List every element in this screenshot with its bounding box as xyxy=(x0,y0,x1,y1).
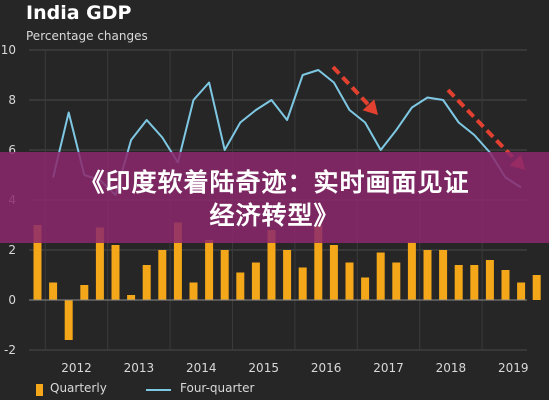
bar-quarterly xyxy=(439,250,448,300)
x-tick-label: 2014 xyxy=(186,361,217,375)
x-tick-label: 2016 xyxy=(311,361,342,375)
headline-line-2: 经济转型》 xyxy=(209,201,340,230)
bar-quarterly xyxy=(314,225,323,300)
headline-banner: 《印度软着陆奇迹：实时画面见证 经济转型》 xyxy=(0,152,549,243)
annotation-arrow-shaft xyxy=(446,88,517,162)
bar-quarterly xyxy=(80,285,89,300)
x-tick-label: 2017 xyxy=(373,361,404,375)
bar-quarterly xyxy=(251,262,260,300)
chart-title: India GDP xyxy=(26,2,132,24)
y-tick-label: 0 xyxy=(8,293,16,307)
bar-quarterly xyxy=(95,227,104,300)
bar-quarterly xyxy=(127,295,136,300)
x-tick-label: 2019 xyxy=(498,361,529,375)
bar-quarterly xyxy=(517,282,526,300)
bar-quarterly xyxy=(454,265,463,300)
bar-quarterly xyxy=(407,242,416,300)
chart-subtitle: Percentage changes xyxy=(26,29,148,43)
bar-quarterly xyxy=(298,267,307,300)
bar-quarterly xyxy=(329,245,338,300)
y-tick-label: 10 xyxy=(1,43,16,57)
bar-quarterly xyxy=(64,300,73,340)
y-tick-label: -2 xyxy=(4,343,16,357)
bar-quarterly xyxy=(205,240,214,300)
x-tick-label: 2015 xyxy=(248,361,279,375)
bar-quarterly xyxy=(142,265,151,300)
annotation-arrow-head xyxy=(362,99,378,115)
bar-quarterly xyxy=(173,222,182,300)
headline-line-1: 《印度软着陆奇迹：实时画面见证 xyxy=(79,168,470,197)
bar-quarterly xyxy=(283,250,292,300)
bar-quarterly xyxy=(267,230,276,300)
x-tick-label: 2013 xyxy=(124,361,155,375)
bar-quarterly xyxy=(485,260,494,300)
bar-quarterly xyxy=(345,262,354,300)
legend-label-four-quarter: Four-quarter xyxy=(180,381,255,395)
y-tick-label: 8 xyxy=(8,93,16,107)
bar-quarterly xyxy=(361,277,370,300)
x-tick-label: 2012 xyxy=(61,361,92,375)
legend-swatch-four-quarter xyxy=(146,389,171,391)
y-tick-label: 2 xyxy=(8,243,16,257)
y-tick-label: 6 xyxy=(8,143,16,157)
bar-quarterly xyxy=(49,282,58,300)
bar-quarterly xyxy=(111,245,120,300)
legend-swatch-quarterly xyxy=(36,384,43,396)
bar-quarterly xyxy=(236,272,245,300)
bar-quarterly xyxy=(376,252,385,300)
bar-quarterly xyxy=(220,250,229,300)
annotation-arrow-shaft xyxy=(331,65,370,107)
bar-quarterly xyxy=(532,275,541,300)
x-tick-label: 2018 xyxy=(436,361,467,375)
bar-quarterly xyxy=(158,250,167,300)
bar-quarterly xyxy=(470,265,479,300)
bar-quarterly xyxy=(189,282,198,300)
bar-quarterly xyxy=(33,225,42,300)
legend-label-quarterly: Quarterly xyxy=(50,381,107,395)
bar-quarterly xyxy=(392,262,401,300)
bar-quarterly xyxy=(501,270,510,300)
bar-quarterly xyxy=(423,250,432,300)
